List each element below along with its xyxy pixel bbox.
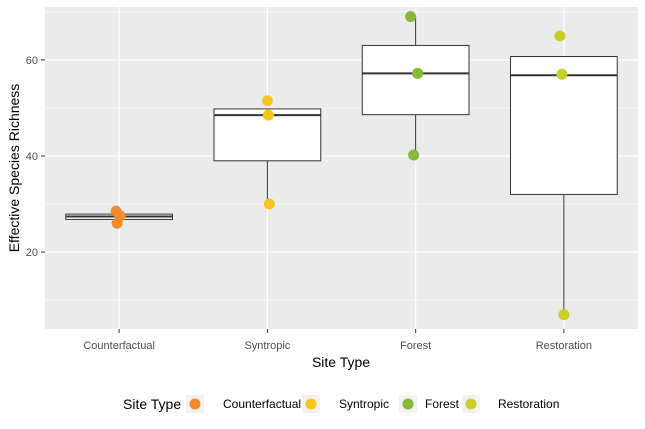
y-tick-label: 20 bbox=[26, 247, 38, 259]
y-axis-title: Effective Species Richness bbox=[6, 84, 22, 253]
y-tick-label: 40 bbox=[26, 151, 38, 163]
x-tick-label: Counterfactual bbox=[83, 340, 155, 352]
data-point bbox=[405, 11, 417, 23]
legend-item-counterfactual: Counterfactual bbox=[186, 395, 301, 413]
legend-key bbox=[402, 398, 414, 410]
y-tick-label: 60 bbox=[26, 55, 38, 67]
legend-item-forest: Forest bbox=[399, 395, 460, 413]
data-point bbox=[263, 198, 275, 210]
data-point bbox=[412, 67, 424, 79]
data-point bbox=[556, 68, 568, 80]
data-point bbox=[111, 217, 123, 229]
legend-key bbox=[305, 398, 317, 410]
data-point bbox=[262, 109, 274, 121]
legend-item-syntropic: Syntropic bbox=[302, 395, 389, 413]
data-point bbox=[554, 30, 566, 42]
data-point bbox=[558, 309, 570, 321]
legend-label: Counterfactual bbox=[223, 397, 301, 411]
legend-key bbox=[189, 398, 201, 410]
jitter-points bbox=[110, 11, 570, 321]
x-tick-label: Syntropic bbox=[244, 340, 290, 352]
data-point bbox=[408, 149, 420, 161]
x-tick-label: Restoration bbox=[536, 340, 592, 352]
box-body bbox=[361, 44, 470, 116]
legend-title: Site Type bbox=[123, 396, 181, 412]
box-restoration bbox=[510, 56, 618, 315]
x-tick-label: Forest bbox=[400, 340, 431, 352]
legend-label: Forest bbox=[425, 397, 460, 411]
legend-key bbox=[465, 398, 477, 410]
legend-item-restoration: Restoration bbox=[462, 395, 559, 413]
data-point bbox=[261, 95, 273, 107]
legend-label: Restoration bbox=[498, 397, 559, 411]
y-axis-ticks: 20 40 60 bbox=[26, 55, 45, 259]
legend: Site Type Counterfactual Syntropic Forest R… bbox=[123, 395, 559, 413]
x-axis-title: Site Type bbox=[312, 354, 370, 370]
box-body bbox=[510, 56, 618, 195]
legend-label: Syntropic bbox=[339, 397, 389, 411]
x-axis-ticks: Counterfactual Syntropic Forest Restoration bbox=[83, 329, 592, 352]
